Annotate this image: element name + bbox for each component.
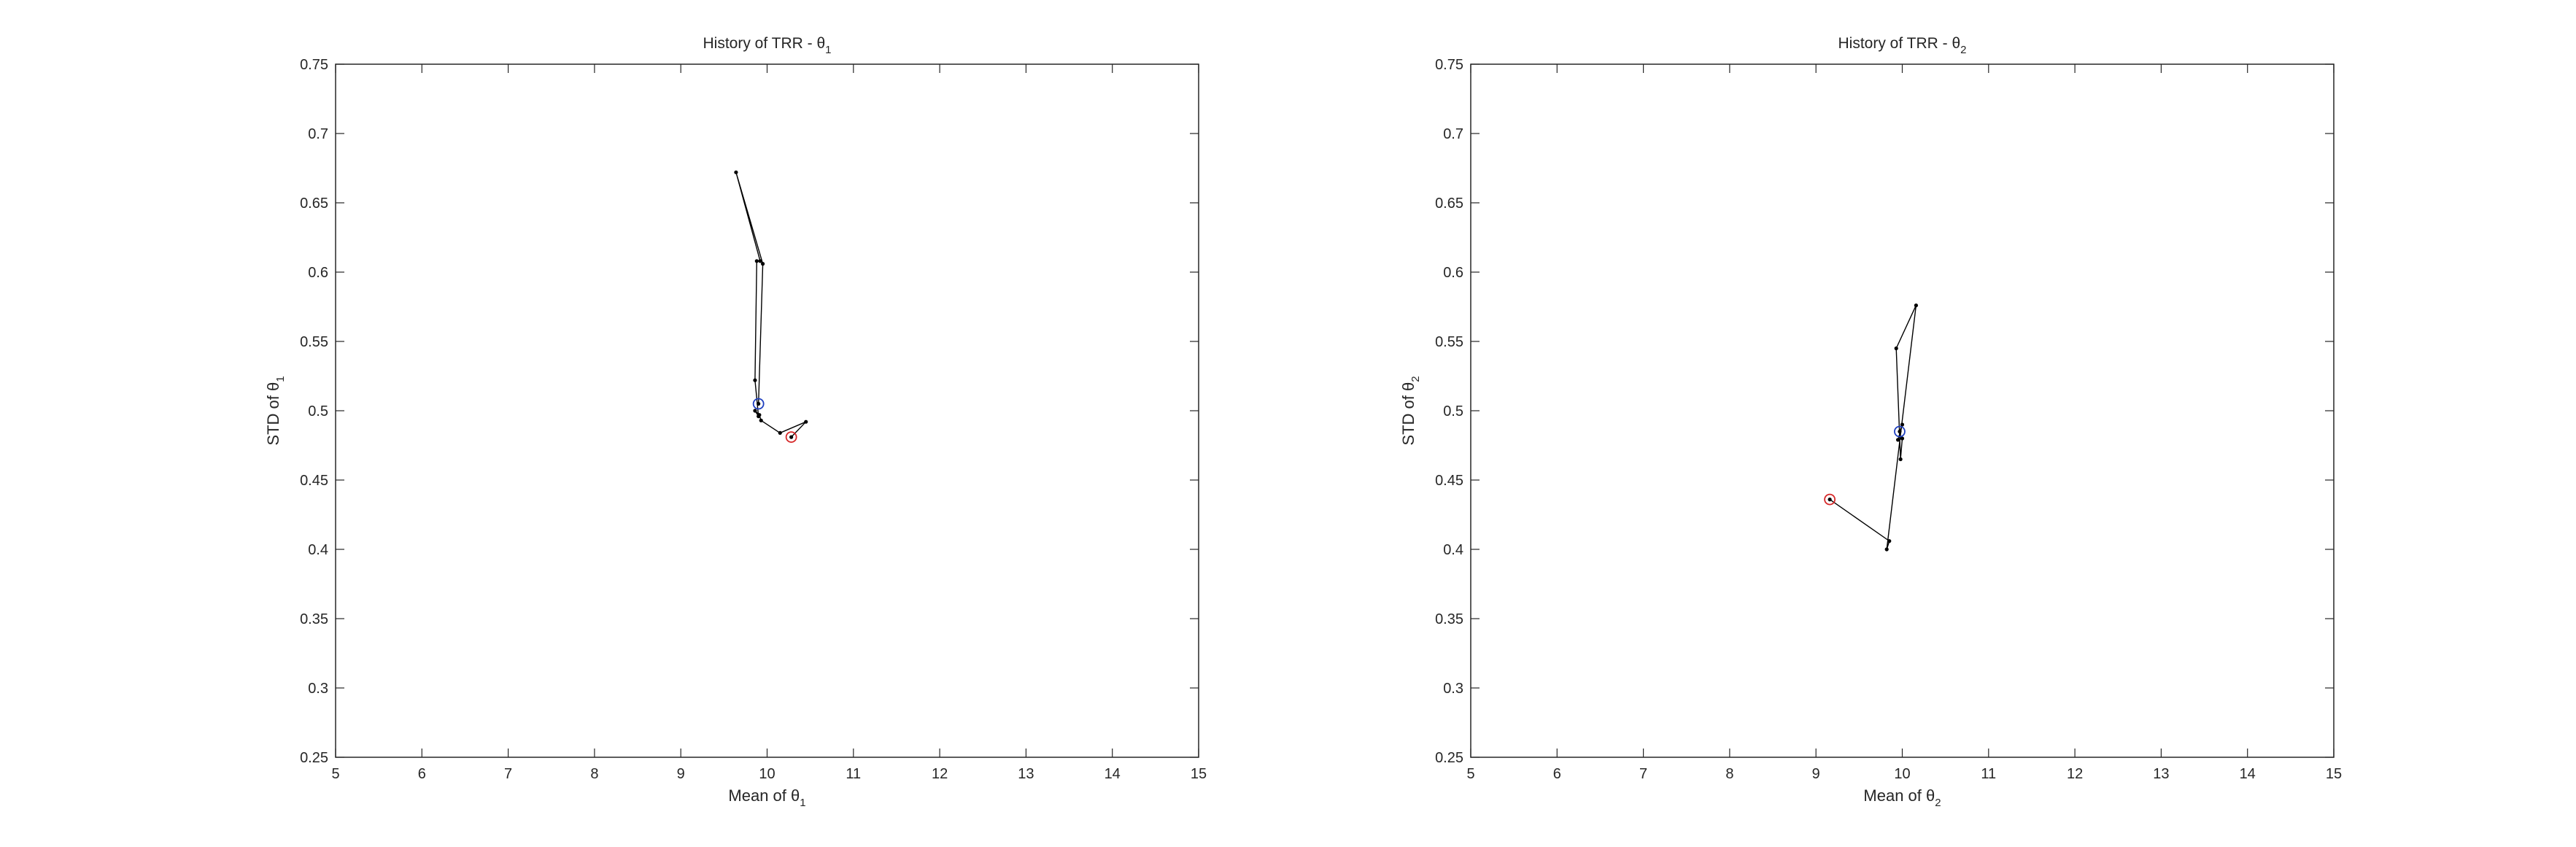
data-point (757, 401, 761, 406)
data-point (1827, 498, 1832, 502)
data-point (789, 435, 794, 439)
data-marks (734, 170, 808, 443)
y-tick-label: 0.7 (308, 126, 328, 142)
x-tick-label: 14 (2240, 766, 2256, 782)
end-marker (752, 398, 765, 410)
y-tick-label: 0.4 (1443, 542, 1463, 558)
chart-title: History of TRR - θ2 (1838, 35, 1967, 56)
y-tick-label: 0.45 (1435, 473, 1463, 489)
x-tick-label: 12 (932, 766, 948, 782)
y-tick-label: 0.3 (1443, 681, 1463, 697)
y-axis-label-subscript: 1 (274, 376, 287, 382)
chart-theta-1: History of TRR - θ1 Mean of θ1 STD of θ1… (264, 35, 1207, 809)
x-tick-label: 15 (1191, 766, 1207, 782)
x-axis-label-main: Mean of θ (728, 786, 800, 805)
y-tick-label: 0.75 (300, 57, 328, 73)
start-marker (785, 431, 797, 443)
data-point (753, 409, 757, 413)
y-axis-label: STD of θ1 (264, 376, 287, 445)
start-marker (1824, 493, 1836, 506)
axis-ticks: 5 6 7 8 9 10 11 12 13 14 15 0.25 0.3 0.35 0.4 0.45 0.5 0.… (1435, 57, 2342, 782)
x-tick-label: 10 (759, 766, 775, 782)
y-tick-label: 0.25 (1435, 750, 1463, 766)
y-tick-label: 0.35 (1435, 611, 1463, 627)
x-tick-label: 9 (677, 766, 685, 782)
y-axis-label-main: STD of θ (1399, 382, 1417, 446)
x-tick-label: 8 (590, 766, 598, 782)
y-tick-label: 0.5 (1443, 403, 1463, 419)
x-tick-label: 13 (2153, 766, 2169, 782)
data-point (1884, 547, 1889, 552)
x-tick-label: 5 (1466, 766, 1474, 782)
data-point (1895, 438, 1900, 442)
x-tick-label: 5 (331, 766, 339, 782)
x-axis-label: Mean of θ1 (728, 786, 805, 809)
data-point (1894, 346, 1898, 351)
chart-title-main: History of TRR - θ (1838, 35, 1961, 52)
data-point (778, 430, 782, 436)
y-tick-label: 0.65 (300, 196, 328, 212)
y-tick-label: 0.6 (1443, 265, 1463, 281)
data-point (760, 262, 765, 266)
data-point (758, 259, 762, 263)
data-point (757, 414, 761, 419)
y-tick-label: 0.65 (1435, 196, 1463, 212)
x-tick-label: 11 (846, 766, 861, 782)
x-tick-label: 6 (418, 766, 426, 782)
y-axis-label-main: STD of θ (264, 382, 282, 446)
y-tick-label: 0.4 (308, 542, 328, 558)
data-marks (1824, 303, 1919, 552)
data-point (1887, 539, 1892, 544)
x-tick-label: 15 (2326, 766, 2342, 782)
data-point (753, 378, 757, 382)
x-tick-label: 12 (2067, 766, 2083, 782)
data-point (1900, 436, 1905, 441)
x-tick-label: 14 (1105, 766, 1121, 782)
x-axis-label-main: Mean of θ (1863, 786, 1935, 805)
x-tick-label: 9 (1812, 766, 1820, 782)
chart-title-subscript: 2 (1960, 44, 1966, 56)
chart-title-main: History of TRR - θ (703, 35, 826, 52)
y-axis-label-subscript: 2 (1409, 376, 1422, 382)
x-tick-label: 11 (1981, 766, 1996, 782)
chart-theta-2: History of TRR - θ2 Mean of θ2 STD of θ2… (1399, 35, 2342, 809)
axis-ticks: 5 6 7 8 9 10 11 12 13 14 15 0.25 0.3 0.35 0.4 0.45 0.5 0.… (300, 57, 1207, 782)
data-point (754, 259, 759, 263)
x-axis-label-subscript: 2 (1935, 797, 1941, 809)
end-marker (1894, 425, 1906, 438)
y-tick-label: 0.75 (1435, 57, 1463, 73)
x-tick-label: 7 (504, 766, 512, 782)
data-point (1900, 422, 1905, 427)
data-point (1914, 303, 1919, 308)
x-tick-label: 6 (1553, 766, 1561, 782)
x-tick-label: 13 (1018, 766, 1034, 782)
chart-title: History of TRR - θ1 (703, 35, 832, 56)
plot-area (335, 63, 1199, 758)
chart-title-subscript: 1 (825, 44, 831, 56)
x-tick-label: 7 (1639, 766, 1647, 782)
y-tick-label: 0.25 (300, 750, 328, 766)
x-tick-label: 10 (1894, 766, 1910, 782)
plot-area (1470, 63, 2335, 758)
x-axis-label-subscript: 1 (800, 797, 805, 809)
y-tick-label: 0.55 (1435, 334, 1463, 350)
data-point (1898, 429, 1902, 434)
data-point (1898, 457, 1903, 462)
y-tick-label: 0.55 (300, 334, 328, 350)
y-tick-label: 0.7 (1443, 126, 1463, 142)
data-point (804, 419, 808, 424)
y-tick-label: 0.45 (300, 473, 328, 489)
y-tick-label: 0.35 (300, 611, 328, 627)
y-tick-label: 0.6 (308, 265, 328, 281)
y-tick-label: 0.3 (308, 681, 328, 697)
x-tick-label: 8 (1725, 766, 1733, 782)
y-tick-label: 0.5 (308, 403, 328, 419)
data-point (734, 170, 738, 174)
x-axis-label: Mean of θ2 (1863, 786, 1941, 809)
data-point (759, 418, 763, 422)
y-axis-label: STD of θ2 (1399, 376, 1422, 445)
